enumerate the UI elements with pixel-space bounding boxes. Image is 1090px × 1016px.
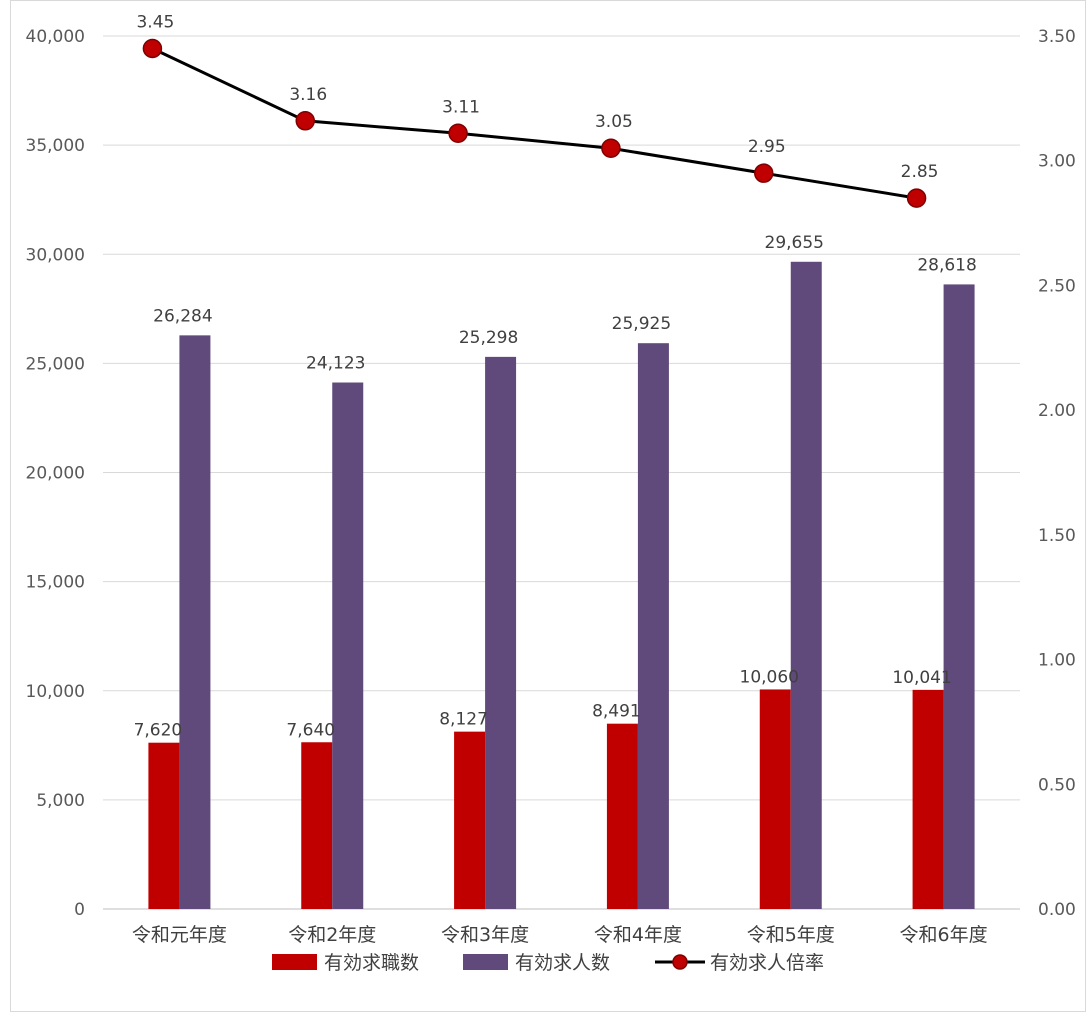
bar [759, 689, 791, 909]
bar-data-label: 10,060 [740, 667, 799, 687]
right-tick-label: 1.50 [1038, 526, 1076, 546]
bar-data-label: 26,284 [153, 306, 212, 326]
ratio-data-label: 3.11 [442, 97, 480, 117]
left-tick-label: 5,000 [36, 791, 85, 811]
legend-swatch-ratio-marker [672, 954, 688, 970]
ratio-marker [295, 111, 315, 131]
right-tick-label: 3.50 [1038, 27, 1076, 47]
left-tick-label: 35,000 [26, 136, 85, 156]
bar-data-label: 28,618 [917, 255, 976, 275]
ratio-data-label: 3.05 [595, 112, 633, 132]
ratio-data-label: 2.95 [748, 137, 786, 157]
right-tick-label: 3.00 [1038, 152, 1076, 172]
right-tick-label: 2.00 [1038, 401, 1076, 421]
bar-data-label: 7,640 [286, 720, 335, 740]
bar [454, 731, 486, 909]
left-tick-label: 20,000 [26, 464, 85, 484]
right-tick-label: 2.50 [1038, 276, 1076, 296]
legend-label-ratio: 有効求人倍率 [710, 952, 824, 974]
legend: 有効求職数 有効求人数 有効求人倍率 [272, 952, 824, 974]
legend-swatch-jobseekers [272, 954, 317, 970]
left-tick-label: 15,000 [26, 573, 85, 593]
bar-data-label: 25,298 [459, 328, 518, 348]
bar [332, 382, 364, 910]
bar-data-label: 24,123 [306, 354, 365, 374]
ratio-marker [448, 123, 468, 144]
bar-data-label: 29,655 [765, 233, 824, 253]
category-label: 令和5年度 [747, 924, 835, 946]
category-label: 令和3年度 [441, 924, 529, 946]
ratio-marker [142, 38, 163, 59]
gridlines [103, 35, 1020, 910]
right-tick-label: 0.50 [1038, 775, 1076, 795]
bar [637, 343, 669, 909]
category-label: 令和2年度 [288, 924, 376, 946]
ratio-marker [906, 188, 927, 208]
bar [179, 335, 211, 910]
bar [790, 261, 822, 909]
bar-data-label: 10,041 [892, 668, 951, 688]
bar [943, 284, 975, 910]
legend-label-jobseekers: 有効求職数 [324, 952, 419, 974]
ratio-marker [754, 163, 774, 183]
left-axis-ticks: 0 5,000 10,000 15,000 20,000 25,000 30,000 35,0… [26, 27, 85, 920]
category-label: 令和6年度 [900, 924, 988, 946]
bar-data-labels: 7,620 7,640 8,127 8,491 10,060 10,041 26,284 24… [134, 233, 977, 741]
bar-data-label: 8,127 [439, 710, 488, 730]
bar [148, 742, 180, 909]
right-tick-label: 0.00 [1038, 900, 1076, 920]
category-label: 令和4年度 [594, 924, 682, 946]
bar [606, 723, 638, 909]
left-tick-label: 0 [74, 900, 85, 920]
line-data-labels: 3.45 3.16 3.11 3.05 2.95 2.85 [136, 12, 938, 182]
legend-label-openings: 有効求人数 [515, 952, 610, 974]
right-tick-label: 1.00 [1038, 651, 1076, 671]
left-tick-label: 30,000 [26, 245, 85, 265]
left-tick-label: 25,000 [26, 354, 85, 374]
bar-data-label: 25,925 [612, 314, 671, 334]
bar-data-label: 8,491 [592, 702, 641, 722]
ratio-line-path [151, 47, 917, 200]
ratio-line [142, 38, 927, 208]
bar [485, 356, 517, 909]
ratio-data-label: 3.45 [136, 12, 174, 32]
ratio-data-label: 3.16 [289, 85, 327, 105]
right-axis-ticks: 0.00 0.50 1.00 1.50 2.00 2.50 3.00 3.50 [1038, 27, 1076, 920]
ratio-marker [601, 138, 621, 158]
bars [148, 261, 975, 910]
category-label: 令和元年度 [132, 924, 227, 946]
legend-swatch-openings [463, 954, 508, 970]
bar [301, 742, 333, 909]
bar-data-label: 7,620 [134, 721, 183, 741]
category-labels: 令和元年度 令和2年度 令和3年度 令和4年度 令和5年度 令和6年度 [132, 924, 988, 946]
left-tick-label: 40,000 [26, 27, 85, 47]
left-tick-label: 10,000 [26, 682, 85, 702]
bar [912, 689, 944, 909]
ratio-data-label: 2.85 [901, 162, 939, 182]
